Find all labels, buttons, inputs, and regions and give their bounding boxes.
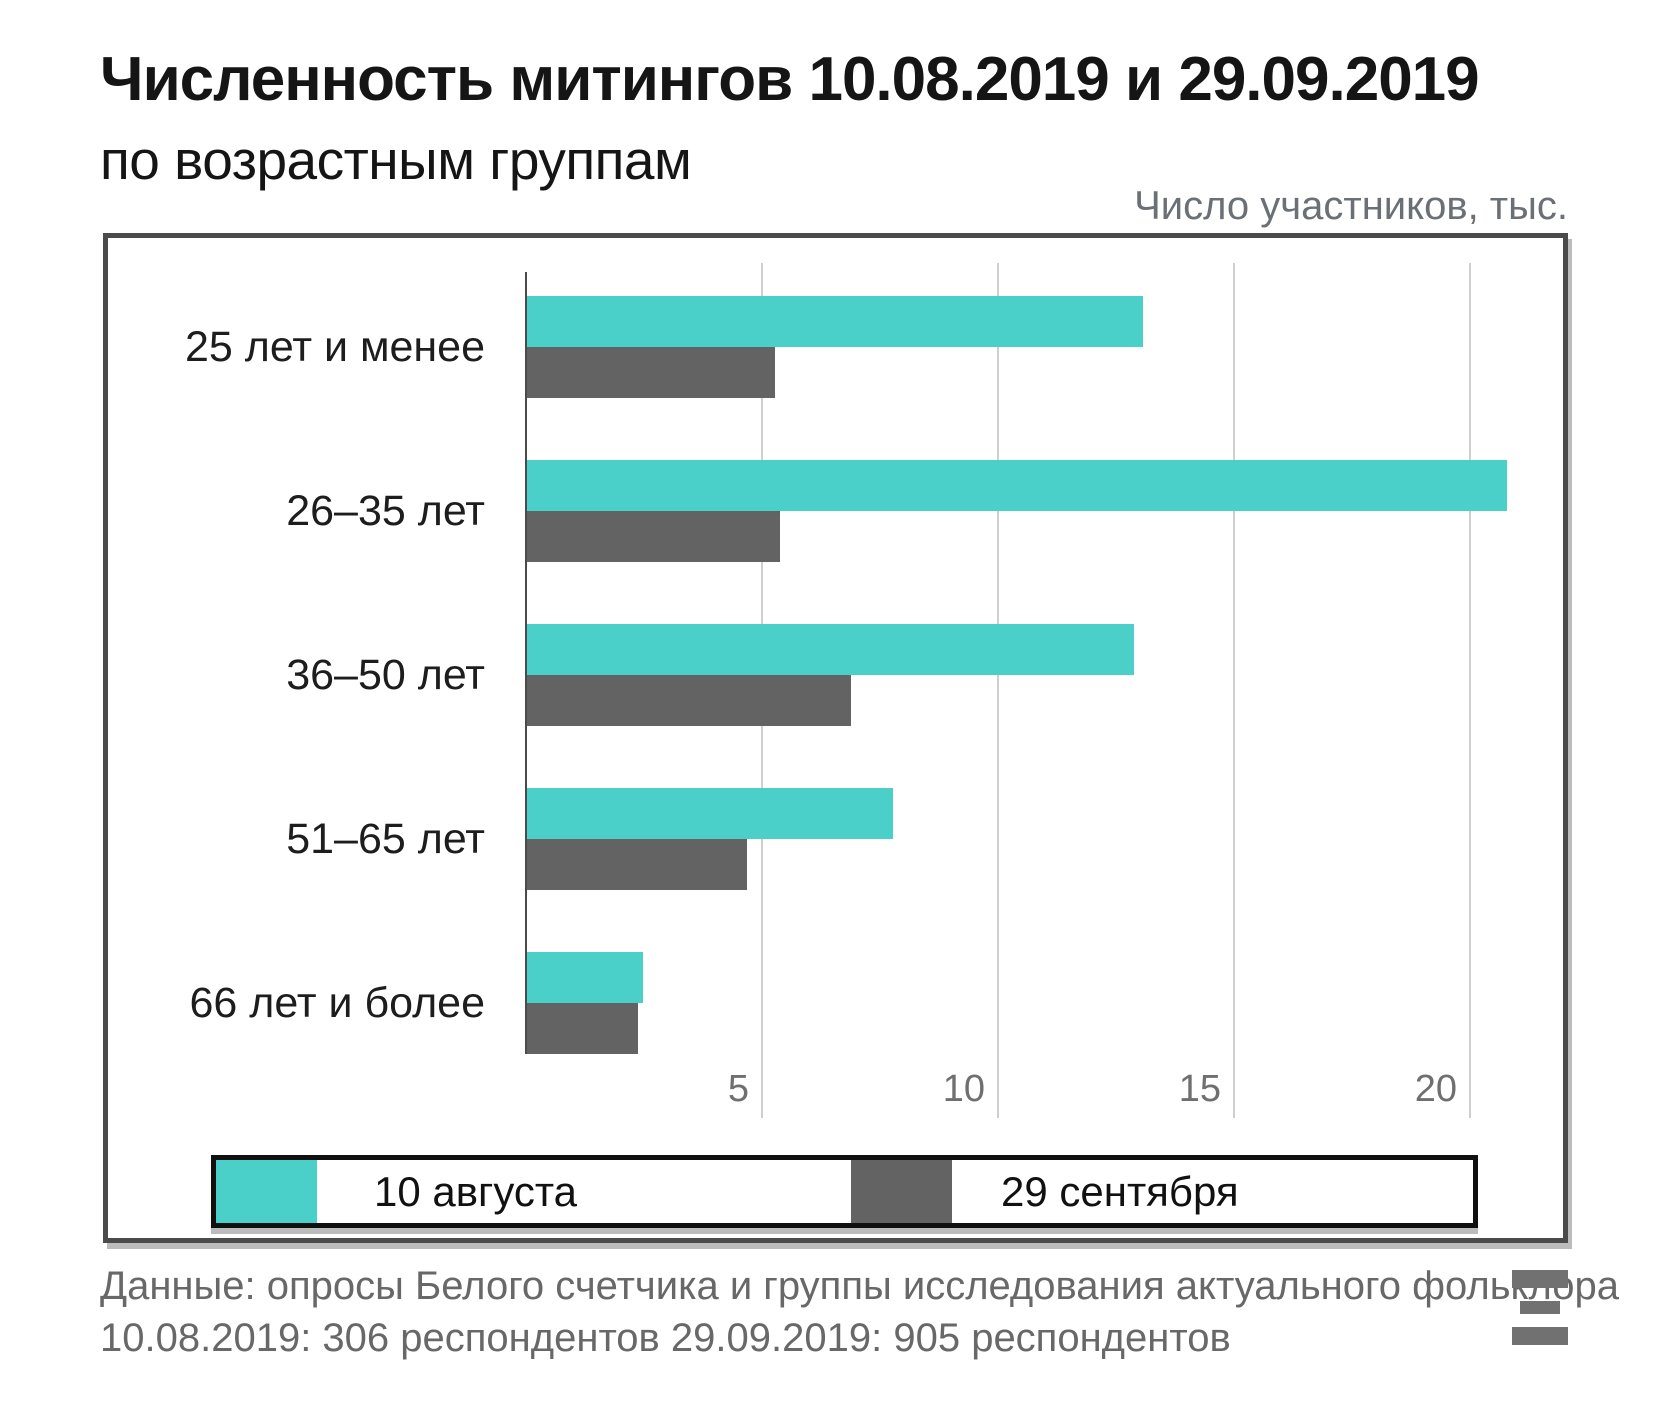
legend-swatch-1 <box>851 1160 952 1223</box>
x-tick-label-15: 15 <box>1178 1068 1221 1110</box>
gridline-20 <box>1469 263 1471 1118</box>
category-label-3: 51–65 лет <box>286 815 485 863</box>
category-label-4: 66 лет и более <box>189 979 485 1027</box>
mediazona-logo <box>1512 1270 1568 1346</box>
logo-bar-top-icon <box>1512 1270 1568 1288</box>
bar-series0-cat4 <box>525 952 643 1003</box>
bar-series1-cat2 <box>525 675 851 726</box>
category-label-1: 26–35 лет <box>286 487 485 535</box>
x-tick-label-20: 20 <box>1414 1068 1457 1110</box>
y-axis-line <box>525 272 527 1054</box>
legend-label-0: 10 августа <box>374 1168 578 1215</box>
bar-series1-cat3 <box>525 839 747 890</box>
bar-series0-cat3 <box>525 788 894 839</box>
page-subtitle: по возрастным группам <box>100 129 692 191</box>
page-title: Численность митингов 10.08.2019 и 29.09.… <box>100 45 1480 114</box>
chart-frame: 5 10 15 20 25 лет и менее 26–35 лет 36–50 лет 5… <box>103 233 1568 1243</box>
logo-bar-bottom-icon <box>1512 1327 1568 1345</box>
data-source-line: Данные: опросы Белого счетчика и группы … <box>100 1264 1620 1308</box>
bar-series1-cat1 <box>525 511 780 562</box>
plot-area: 5 10 15 20 25 лет и менее 26–35 лет 36–50 лет 5… <box>108 238 1563 1238</box>
bar-series0-cat1 <box>525 460 1507 511</box>
category-label-2: 36–50 лет <box>286 651 485 699</box>
legend-label-1: 29 сентября <box>1001 1168 1239 1215</box>
x-tick-label-10: 10 <box>942 1068 985 1110</box>
bar-series0-cat2 <box>525 624 1134 675</box>
axis-units-label: Число участников, тыс. <box>1134 184 1568 228</box>
bar-series0-cat0 <box>525 296 1144 347</box>
gridline-15 <box>1233 263 1235 1118</box>
respondents-line: 10.08.2019: 306 респондентов 29.09.2019:… <box>100 1316 1231 1360</box>
legend-swatch-0 <box>216 1160 317 1223</box>
legend: 10 августа 29 сентября <box>211 1155 1478 1228</box>
category-label-0: 25 лет и менее <box>184 323 485 371</box>
gridline-10 <box>997 263 999 1118</box>
bar-series1-cat0 <box>525 347 776 398</box>
bar-series1-cat4 <box>525 1003 639 1054</box>
logo-bar-middle-icon <box>1520 1301 1560 1314</box>
x-tick-label-5: 5 <box>727 1068 749 1110</box>
